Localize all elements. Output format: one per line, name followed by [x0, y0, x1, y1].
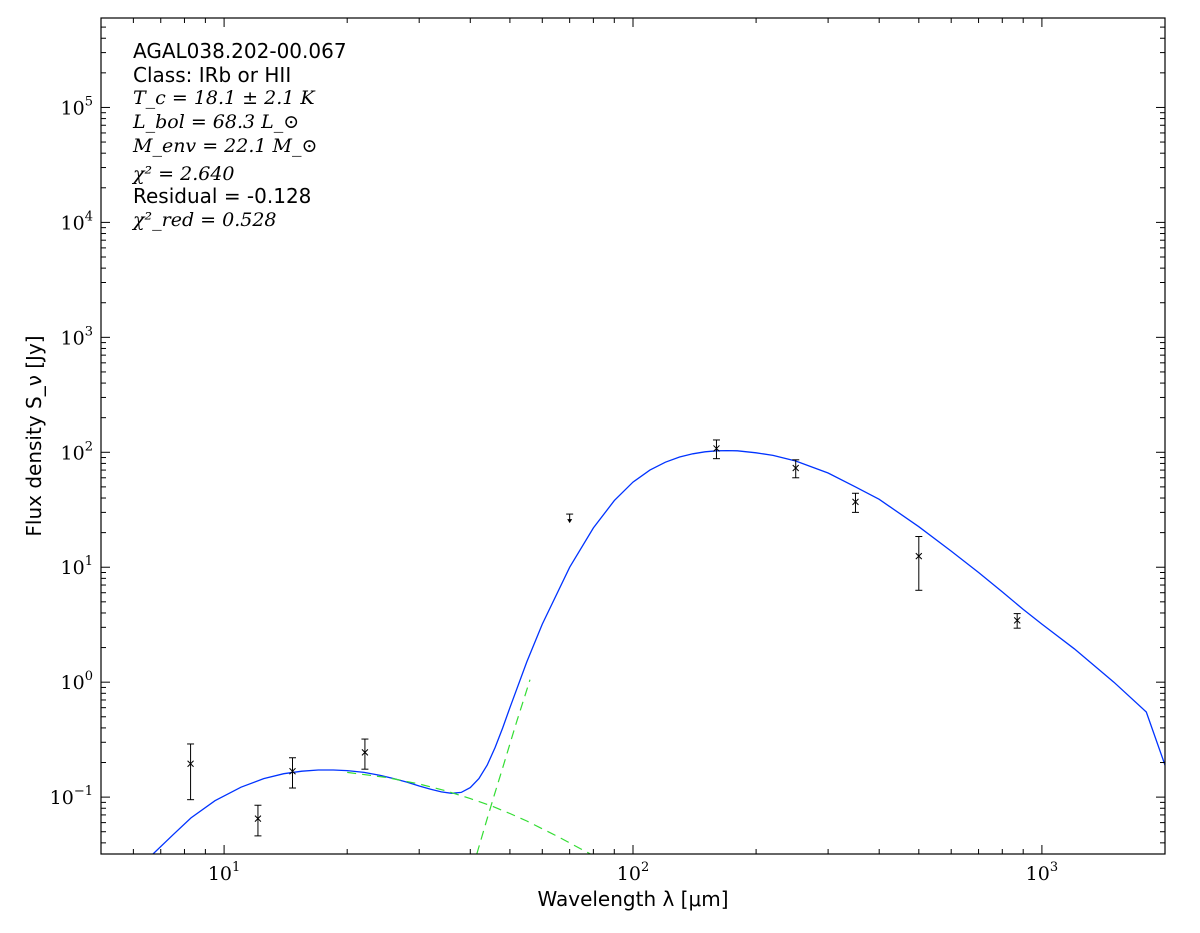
data-point-8	[1013, 613, 1021, 629]
lbol-label: L_bol = 68.3 L_⊙	[132, 111, 299, 133]
x-tick-label: 103	[1026, 860, 1058, 885]
data-markers	[187, 439, 1021, 837]
y-axis-label: Flux density S_ν [Jy]	[22, 335, 46, 536]
x-marker	[254, 815, 262, 822]
chi2red-label: χ²_red = 0.528	[131, 209, 277, 231]
model-curves	[152, 449, 1165, 854]
data-point-5	[792, 459, 800, 479]
x-marker	[361, 749, 369, 756]
series-line-0	[152, 449, 1165, 854]
x-axis-label: Wavelength λ [μm]	[537, 887, 728, 911]
y-tick-label: 101	[61, 554, 93, 579]
data-point-3	[361, 738, 369, 770]
data-point-1	[254, 804, 262, 837]
x-marker	[852, 498, 859, 506]
upper-limit-0	[566, 513, 574, 524]
y-tick-label: 10−1	[50, 784, 93, 809]
annotation-block: AGAL038.202-00.067 Class: IRb or HII T_c…	[131, 39, 347, 231]
y-tick-label: 102	[61, 439, 93, 464]
data-point-7	[915, 536, 923, 591]
x-tick-label: 102	[617, 860, 649, 885]
data-point-4	[712, 439, 720, 460]
x-marker	[915, 552, 923, 560]
plot-background	[101, 18, 1165, 854]
x-marker	[792, 464, 800, 472]
residual-label: Residual = -0.128	[133, 184, 311, 208]
class-label: Class: IRb or HII	[133, 63, 291, 87]
limit-arrow	[567, 519, 573, 524]
x-tick-label: 101	[208, 860, 240, 885]
data-point-6	[851, 492, 859, 513]
y-tick-label: 105	[61, 94, 93, 119]
axis-ticks: 101 102 103 10−1 100 101 102 103 104 105	[50, 18, 1165, 885]
menv-label: M_env = 22.1 M_⊙	[132, 135, 317, 157]
y-tick-label: 103	[61, 324, 93, 349]
data-point-0	[187, 743, 195, 801]
x-marker	[713, 445, 720, 452]
series-line-1	[347, 771, 592, 854]
y-tick-label: 100	[61, 669, 93, 694]
data-point-2	[289, 757, 297, 789]
plot-frame	[100, 17, 1166, 855]
x-marker	[289, 767, 296, 775]
source-name: AGAL038.202-00.067	[133, 39, 347, 63]
tc-label: T_c = 18.1 ± 2.1 K	[133, 87, 316, 109]
chi2-label: χ² = 2.640	[131, 163, 235, 185]
series-line-2	[476, 679, 531, 854]
x-marker	[1013, 617, 1021, 624]
x-marker	[187, 760, 194, 768]
y-tick-label: 104	[61, 209, 93, 234]
